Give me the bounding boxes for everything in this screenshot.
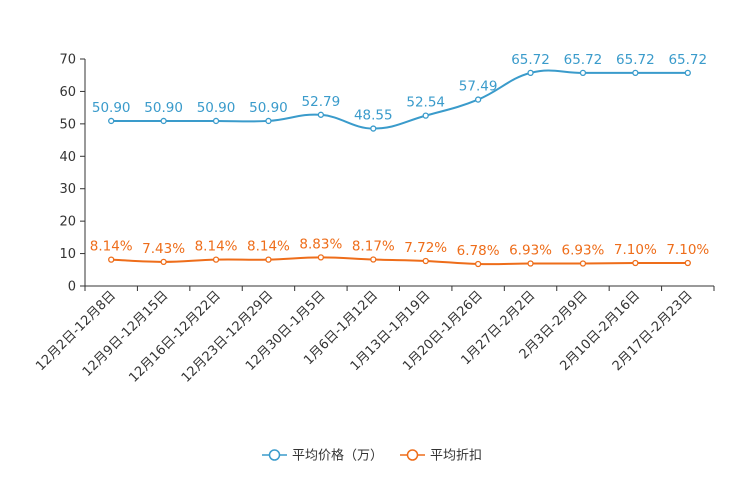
y-tick-label: 0 [68, 280, 76, 295]
data-point[interactable] [422, 112, 429, 119]
y-tick-label: 40 [59, 150, 76, 165]
y-axis: 0 10 20 30 40 50 60 70 [59, 53, 86, 295]
data-point[interactable] [579, 260, 587, 267]
data-point[interactable] [212, 117, 220, 125]
data-point[interactable] [370, 256, 377, 263]
data-label: 57.49 [459, 79, 498, 95]
series-average-price: 50.90 50.90 50.90 50.90 52.79 48.55 52.54 57.49… [92, 52, 707, 132]
data-label: 65.72 [668, 52, 707, 68]
legend-marker-icon [268, 449, 281, 461]
data-label: 7.10% [666, 242, 709, 258]
legend-marker-icon [406, 449, 419, 461]
legend[interactable]: 平均价格（万） 平均折扣 [262, 448, 482, 464]
data-point[interactable] [632, 259, 639, 267]
legend-label: 平均折扣 [430, 449, 482, 464]
y-tick-label: 10 [59, 247, 76, 262]
legend-item-average-discount[interactable]: 平均折扣 [400, 449, 482, 464]
data-label: 6.93% [509, 243, 552, 259]
x-tick-label: 12月23日-12月29日 [179, 288, 276, 385]
data-point[interactable] [160, 117, 167, 125]
data-label: 50.90 [249, 100, 288, 116]
y-tick-label: 50 [59, 117, 76, 132]
data-point[interactable] [370, 125, 377, 132]
data-label: 65.72 [564, 52, 603, 68]
data-label: 50.90 [197, 100, 236, 116]
legend-label: 平均价格（万） [292, 448, 383, 464]
data-label: 8.14% [90, 239, 133, 255]
series-line [111, 69, 688, 130]
y-tick-label: 20 [59, 215, 76, 230]
legend-item-average-price[interactable]: 平均价格（万） [262, 448, 383, 464]
data-label: 48.55 [354, 108, 393, 124]
data-point[interactable] [579, 69, 587, 77]
data-label: 52.54 [406, 95, 445, 111]
data-point[interactable] [474, 96, 482, 103]
data-label: 7.72% [404, 240, 447, 256]
data-point[interactable] [527, 69, 534, 77]
data-label: 65.72 [616, 52, 655, 68]
data-label: 8.14% [195, 239, 238, 255]
x-tick-label: 12月16日-12月22日 [126, 288, 223, 385]
data-point[interactable] [108, 256, 115, 263]
data-point[interactable] [212, 256, 220, 263]
y-tick-label: 60 [59, 85, 76, 100]
data-label: 8.17% [352, 239, 395, 255]
series-layer: 50.90 50.90 50.90 50.90 52.79 48.55 52.54 57.49… [90, 52, 709, 268]
y-tick-label: 30 [59, 182, 76, 197]
data-label: 8.83% [299, 236, 342, 252]
data-label: 52.79 [302, 94, 341, 110]
series-line [111, 256, 688, 266]
data-point[interactable] [317, 254, 325, 261]
x-axis: 12月2日-12月8日12月9日-12月15日12月16日-12月22日12月2… [33, 285, 715, 386]
data-label: 50.90 [144, 100, 183, 116]
y-tick-label: 70 [59, 53, 76, 68]
data-point[interactable] [108, 117, 115, 125]
data-label: 7.10% [614, 242, 657, 258]
data-label: 65.72 [511, 52, 550, 68]
data-point[interactable] [684, 259, 691, 267]
data-label: 6.93% [562, 243, 605, 259]
data-point[interactable] [632, 69, 639, 77]
data-point[interactable] [474, 260, 482, 268]
series-average-discount: 8.14% 7.43% 8.14% 8.14% 8.83% 8.17% 7.72% 6.78%… [90, 236, 709, 268]
data-point[interactable] [422, 257, 429, 265]
data-point[interactable] [317, 111, 325, 118]
data-point[interactable] [160, 258, 167, 266]
data-point[interactable] [684, 69, 691, 77]
data-point[interactable] [265, 256, 272, 263]
data-point[interactable] [265, 117, 272, 125]
data-label: 8.14% [247, 239, 290, 255]
data-label: 7.43% [142, 241, 185, 257]
data-label: 6.78% [457, 243, 500, 259]
data-point[interactable] [527, 260, 534, 267]
data-label: 50.90 [92, 100, 131, 116]
